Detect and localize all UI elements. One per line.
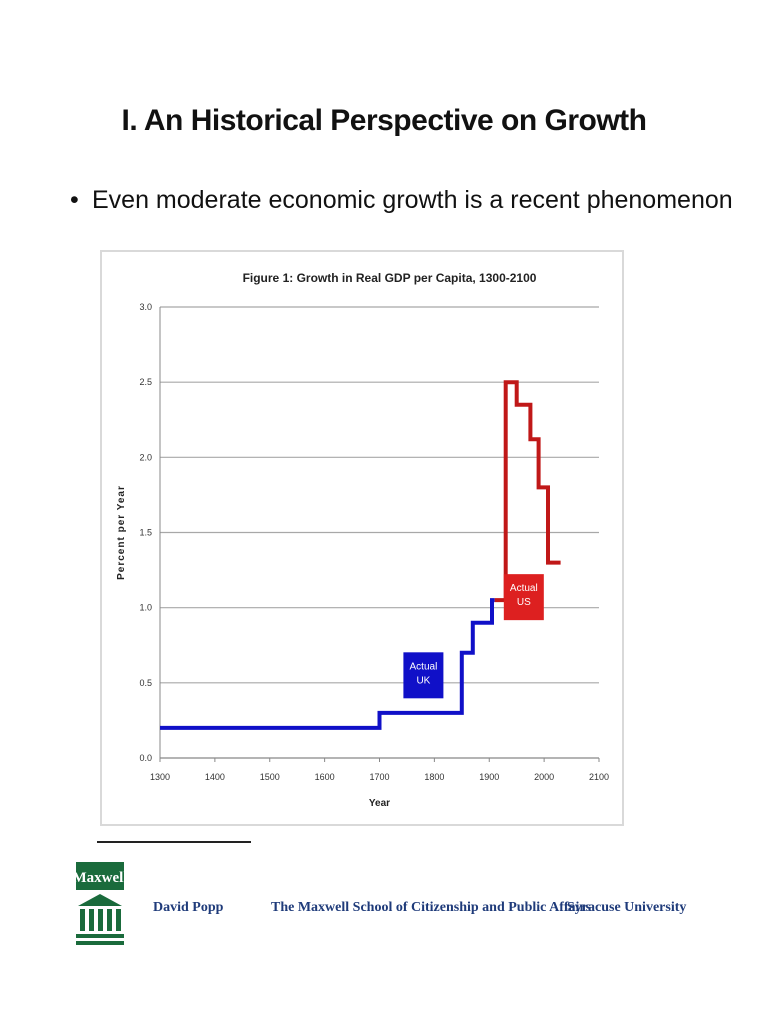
footer-author: David Popp [153,900,224,915]
annotation-uk: Actual UK [403,652,444,699]
bullet-marker: • [70,186,79,214]
chart-title: Figure 1: Growth in Real GDP per Capita,… [243,271,537,285]
y-tick-label: 1.0 [139,603,152,613]
y-tick-label: 2.5 [139,377,152,387]
maxwell-logo: Maxwell [76,862,124,945]
x-tick-label: 1500 [260,772,280,782]
x-tick-label: 1700 [369,772,389,782]
annotation-box [503,574,544,621]
logo-text: Maxwell [76,870,124,886]
x-tick-label: 1600 [315,772,335,782]
y-tick-label: 3.0 [139,302,152,312]
annotation-box [403,652,444,699]
bullet-text: Even moderate economic growth is a recen… [92,186,733,214]
y-tick-label: 1.5 [139,528,152,538]
y-axis-label: Percent per Year [116,485,127,580]
x-tick-label: 2000 [534,772,554,782]
growth-chart: Figure 1: Growth in Real GDP per Capita,… [116,271,609,809]
footer-school: The Maxwell School of Citizenship and Pu… [271,900,592,915]
annotation-label: US [517,597,531,608]
series-line-us [494,380,561,603]
series-line-uk [160,598,495,730]
x-tick-label: 1900 [479,772,499,782]
x-tick-label: 2100 [589,772,609,782]
footnote-rule [97,841,251,843]
bullet-point: • Even moderate economic growth is a rece… [70,186,733,215]
x-tick-label: 1300 [150,772,170,782]
chart-frame: Figure 1: Growth in Real GDP per Capita,… [100,250,624,826]
y-tick-label: 0.5 [139,678,152,688]
annotation-label: Actual [510,583,538,594]
x-tick-label: 1800 [424,772,444,782]
footer-university: Syracuse University [567,900,687,915]
x-axis-label: Year [369,798,390,809]
annotation-us: Actual US [503,574,544,621]
y-tick-label: 2.0 [139,452,152,462]
y-tick-label: 0.0 [139,753,152,763]
page-title: I. An Historical Perspective on Growth [121,104,647,137]
x-tick-label: 1400 [205,772,225,782]
annotation-label: Actual [410,661,438,672]
annotation-label: UK [416,675,430,686]
